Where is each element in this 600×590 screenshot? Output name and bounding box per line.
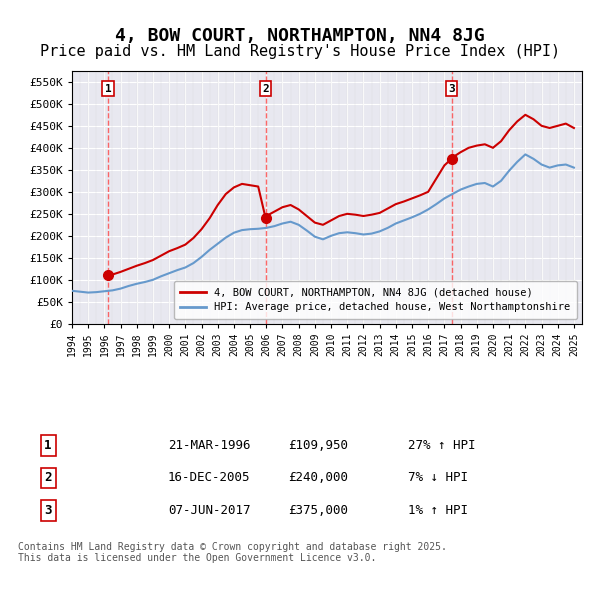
Text: £109,950: £109,950 <box>288 439 348 452</box>
Text: 3: 3 <box>44 504 52 517</box>
Text: 2: 2 <box>262 84 269 93</box>
Text: 21-MAR-1996: 21-MAR-1996 <box>168 439 251 452</box>
Text: 1: 1 <box>104 84 112 93</box>
Text: 1: 1 <box>44 439 52 452</box>
Text: 4, BOW COURT, NORTHAMPTON, NN4 8JG: 4, BOW COURT, NORTHAMPTON, NN4 8JG <box>115 27 485 45</box>
Text: 16-DEC-2005: 16-DEC-2005 <box>168 471 251 484</box>
Text: 27% ↑ HPI: 27% ↑ HPI <box>408 439 476 452</box>
Text: £375,000: £375,000 <box>288 504 348 517</box>
Text: 2: 2 <box>44 471 52 484</box>
Text: Contains HM Land Registry data © Crown copyright and database right 2025.
This d: Contains HM Land Registry data © Crown c… <box>18 542 447 563</box>
Text: 3: 3 <box>448 84 455 93</box>
Text: 07-JUN-2017: 07-JUN-2017 <box>168 504 251 517</box>
Text: £240,000: £240,000 <box>288 471 348 484</box>
Legend: 4, BOW COURT, NORTHAMPTON, NN4 8JG (detached house), HPI: Average price, detache: 4, BOW COURT, NORTHAMPTON, NN4 8JG (deta… <box>173 281 577 319</box>
Text: 1% ↑ HPI: 1% ↑ HPI <box>408 504 468 517</box>
Text: 7% ↓ HPI: 7% ↓ HPI <box>408 471 468 484</box>
Text: Price paid vs. HM Land Registry's House Price Index (HPI): Price paid vs. HM Land Registry's House … <box>40 44 560 59</box>
